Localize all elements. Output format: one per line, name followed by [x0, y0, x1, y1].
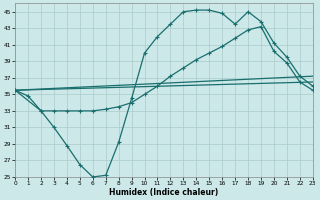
X-axis label: Humidex (Indice chaleur): Humidex (Indice chaleur): [109, 188, 219, 197]
